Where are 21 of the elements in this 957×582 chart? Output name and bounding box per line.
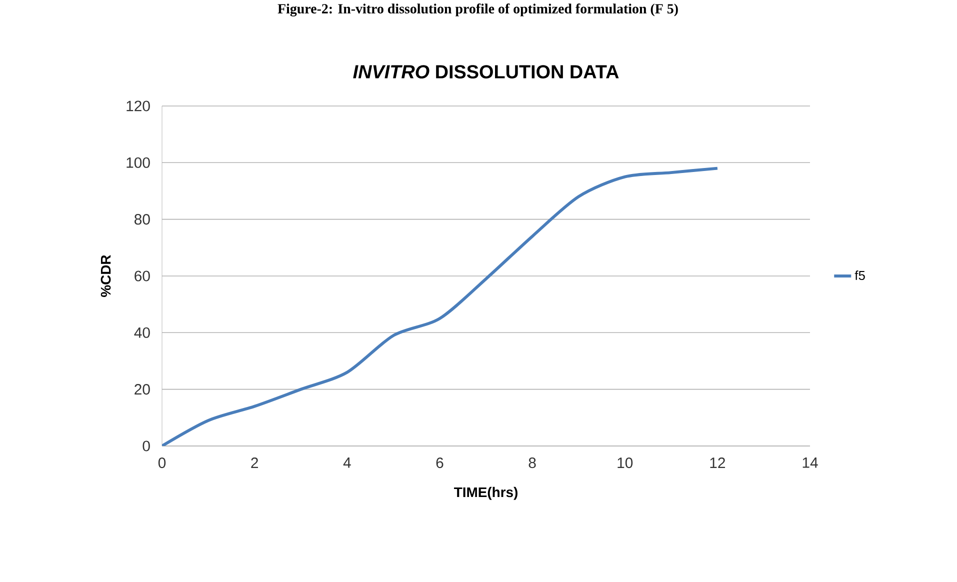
x-tick-label: 14: [802, 458, 818, 468]
x-tick-label: 2: [251, 458, 258, 468]
x-axis-title: TIME(hrs): [454, 486, 518, 500]
y-tick-label: 120: [126, 100, 150, 112]
y-tick-label: 0: [142, 440, 150, 452]
y-axis-title: %CDR: [100, 254, 111, 297]
x-tick-label: 12: [710, 458, 725, 468]
y-tick-label: 100: [126, 157, 150, 168]
x-tick-label: 6: [436, 458, 444, 468]
x-tick-label: 4: [343, 458, 351, 468]
text: Figure-2: In-vitro dissolution profile of optimized formulation (F 5): [278, 4, 678, 16]
x-tick-label: 10: [618, 458, 633, 468]
y-tick-label: 40: [134, 327, 150, 338]
x-tick-label: 0: [158, 458, 166, 468]
chart-title: INVITRO DISSOLUTION DATA: [353, 65, 619, 78]
y-tick-label: 60: [134, 270, 150, 282]
legend-label: f5: [854, 270, 865, 280]
y-tick-label: 80: [134, 214, 150, 225]
line-series: [162, 166, 719, 446]
y-tick-label: 20: [134, 384, 150, 395]
x-tick-label: 8: [528, 458, 536, 468]
